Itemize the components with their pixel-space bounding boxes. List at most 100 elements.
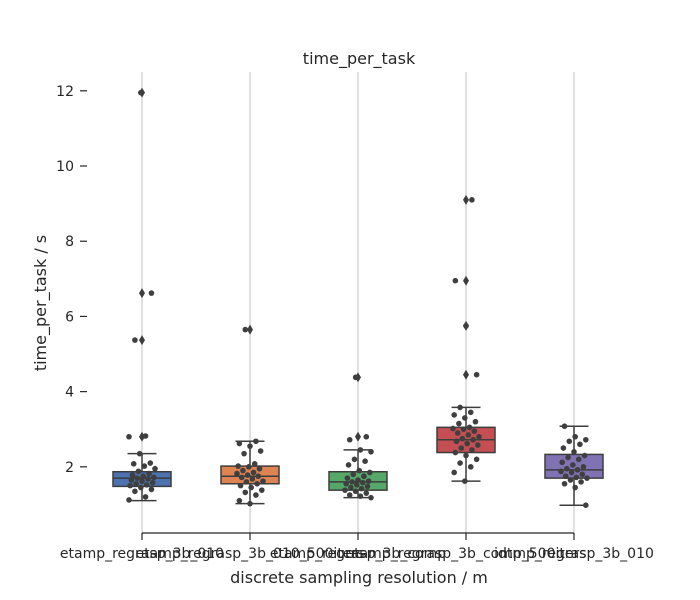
y-tick-label: 6 [65, 309, 74, 325]
data-point [562, 473, 569, 480]
data-point [126, 433, 132, 440]
outlier-marker [139, 335, 145, 346]
data-point [248, 484, 254, 491]
data-point [358, 485, 365, 492]
data-point [352, 488, 359, 495]
data-point [342, 487, 348, 493]
data-point [132, 488, 138, 495]
data-point [575, 456, 582, 463]
data-point [236, 440, 243, 447]
data-point [470, 436, 476, 443]
data-point [260, 478, 266, 484]
data-point [132, 337, 138, 343]
data-point [251, 461, 258, 467]
data-point [136, 450, 143, 457]
data-point [368, 494, 374, 501]
data-point [467, 409, 474, 416]
data-point [454, 430, 461, 436]
data-point [346, 492, 353, 498]
data-point [145, 476, 151, 482]
data-point [349, 479, 355, 485]
data-point [568, 469, 575, 476]
outlier-marker [355, 431, 361, 442]
data-point [561, 423, 568, 430]
data-point [357, 447, 364, 453]
data-point [259, 487, 265, 493]
data-point [255, 473, 262, 480]
data-point [253, 492, 259, 498]
data-point [253, 438, 259, 445]
data-point [559, 459, 565, 466]
data-point [257, 448, 264, 454]
data-point [361, 473, 367, 480]
data-point [127, 482, 133, 489]
data-point [363, 433, 370, 440]
data-point [466, 424, 473, 431]
data-point [256, 465, 263, 472]
data-point [566, 438, 573, 445]
x-tick-label: etamp_regrasp_3b_comp [270, 546, 446, 562]
data-point [451, 412, 457, 418]
data-point [250, 469, 257, 476]
data-point [368, 448, 374, 455]
y-tick-label: 10 [56, 159, 74, 175]
data-point [452, 277, 459, 284]
data-point [242, 489, 249, 496]
data-point [467, 464, 474, 470]
data-point [473, 371, 480, 378]
data-point [463, 323, 469, 329]
data-point [583, 502, 589, 508]
data-point [237, 482, 244, 489]
outlier-marker [463, 194, 469, 205]
chart-title: time_per_task [303, 49, 416, 69]
data-point [355, 477, 361, 483]
data-point [462, 478, 468, 484]
data-point [457, 460, 463, 466]
data-point [473, 456, 480, 463]
data-point [584, 475, 590, 481]
axes: 24681012etamp_regrasp_3b_010etamp_regras… [56, 84, 654, 562]
data-point [560, 445, 567, 451]
data-point [128, 477, 135, 483]
x-tick-label: etamp_regrasp_3b_010 [60, 546, 224, 562]
data-point [564, 465, 570, 472]
data-point [462, 415, 468, 421]
data-point [463, 452, 469, 459]
data-point [450, 425, 456, 432]
data-point [247, 443, 253, 449]
data-point [457, 404, 463, 411]
data-point [345, 462, 352, 468]
data-point [472, 418, 479, 425]
data-point [140, 473, 146, 480]
data-point [242, 326, 249, 333]
data-point [133, 480, 139, 487]
data-point [126, 497, 132, 503]
data-point [236, 497, 243, 504]
data-point [138, 89, 144, 96]
data-point [583, 436, 589, 443]
data-point [348, 484, 354, 491]
data-point [451, 469, 457, 476]
data-point [558, 468, 564, 475]
data-point [572, 484, 578, 491]
x-axis-label: discrete sampling resolution / m [230, 568, 488, 587]
data-point [244, 472, 251, 478]
data-point [574, 467, 581, 473]
data-point [129, 472, 136, 478]
data-point [469, 197, 475, 203]
data-point [350, 471, 357, 478]
data-point [352, 374, 359, 381]
data-point [146, 470, 152, 477]
data-point [364, 483, 371, 490]
data-point [246, 464, 252, 470]
data-point [453, 438, 460, 445]
outlier-marker [139, 288, 145, 299]
data-point [464, 440, 470, 447]
data-point [567, 477, 574, 483]
data-point [141, 463, 148, 469]
data-point [143, 482, 150, 488]
data-point [469, 447, 475, 453]
data-point [234, 470, 240, 477]
y-tick-label: 4 [65, 385, 74, 401]
